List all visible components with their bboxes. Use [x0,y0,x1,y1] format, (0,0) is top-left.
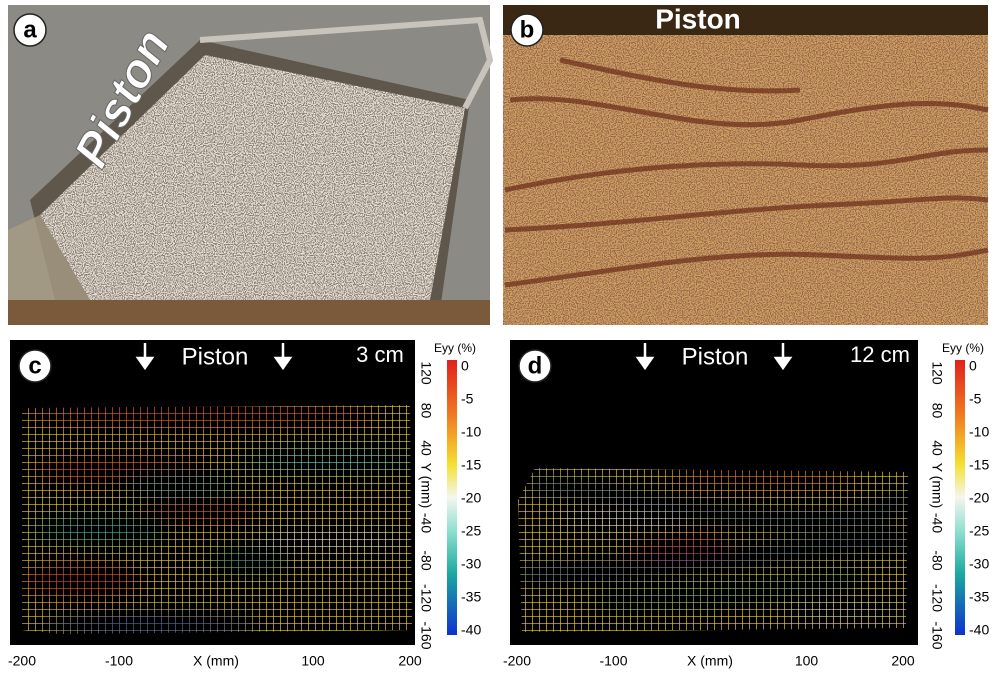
y-tick-label: -40 [418,513,434,533]
x-tick-label: -200 [8,653,36,669]
y-tick-label: 40 [929,440,945,456]
colorbar-title: Eyy (%) [942,341,984,355]
figure: a b c d Piston Piston Piston 3 cm Eyy (%) 0 -5 -10 -… [0,0,992,676]
y-tick-label: Y (mm) [929,463,945,509]
colorbar-tick-label: -20 [461,490,481,506]
colorbar-tick-label: -40 [969,622,989,638]
colorbar-tick-label: -40 [461,622,481,638]
panel-label: d [528,352,543,379]
colorbar-tick-label: -25 [969,523,989,539]
piston-label: Piston [682,343,749,370]
strain-mesh-c [10,400,420,640]
y-tick-label: 120 [929,361,945,385]
y-tick-label: 80 [418,403,434,419]
colorbar-tick-label: -10 [461,424,481,440]
y-tick-label: 120 [418,361,434,385]
y-tick-label: -80 [929,550,945,570]
colorbar [447,360,457,635]
photo-b [503,5,988,325]
y-tick-label: -160 [929,621,945,649]
colorbar-tick-label: -15 [461,457,481,473]
photo-a [8,5,490,325]
piston-label: Piston [655,3,741,34]
piston-label: Piston [182,343,249,370]
panel-label: a [23,16,37,43]
colorbar-tick-label: -35 [461,589,481,605]
colorbar-tick-label: -25 [461,523,481,539]
displacement: 3 cm [356,342,404,367]
x-tick-label: X (mm) [687,653,733,669]
strain-mesh-d [510,460,918,640]
panel-label: c [28,352,41,379]
y-tick-label: Y (mm) [418,463,434,509]
y-tick-label: -120 [929,584,945,612]
colorbar-tick-label: -20 [969,490,989,506]
x-tick-label: 100 [301,653,325,669]
y-tick-label: -40 [929,513,945,533]
y-tick-label: -160 [418,621,434,649]
x-tick-label: -100 [105,653,133,669]
displacement: 12 cm [850,342,910,367]
x-tick-label: X (mm) [193,653,239,669]
colorbar-tick-label: -5 [969,391,982,407]
colorbar-tick-label: -5 [461,391,474,407]
panel-label: b [520,16,535,43]
colorbar-tick-label: -30 [461,556,481,572]
x-tick-label: -100 [599,653,627,669]
y-tick-label: -80 [418,550,434,570]
colorbar-tick-label: 0 [461,358,469,374]
colorbar-tick-label: 0 [969,358,977,374]
x-tick-label: 200 [398,653,422,669]
colorbar-tick-label: -10 [969,424,989,440]
colorbar-title: Eyy (%) [434,341,476,355]
y-tick-label: -120 [418,584,434,612]
colorbar-tick-label: -15 [969,457,989,473]
colorbar-tick-label: -35 [969,589,989,605]
y-tick-label: 80 [929,403,945,419]
x-tick-label: -200 [503,653,531,669]
x-tick-label: 200 [891,653,915,669]
colorbar [955,360,965,635]
x-tick-label: 100 [795,653,819,669]
colorbar-tick-label: -30 [969,556,989,572]
y-tick-label: 40 [418,440,434,456]
